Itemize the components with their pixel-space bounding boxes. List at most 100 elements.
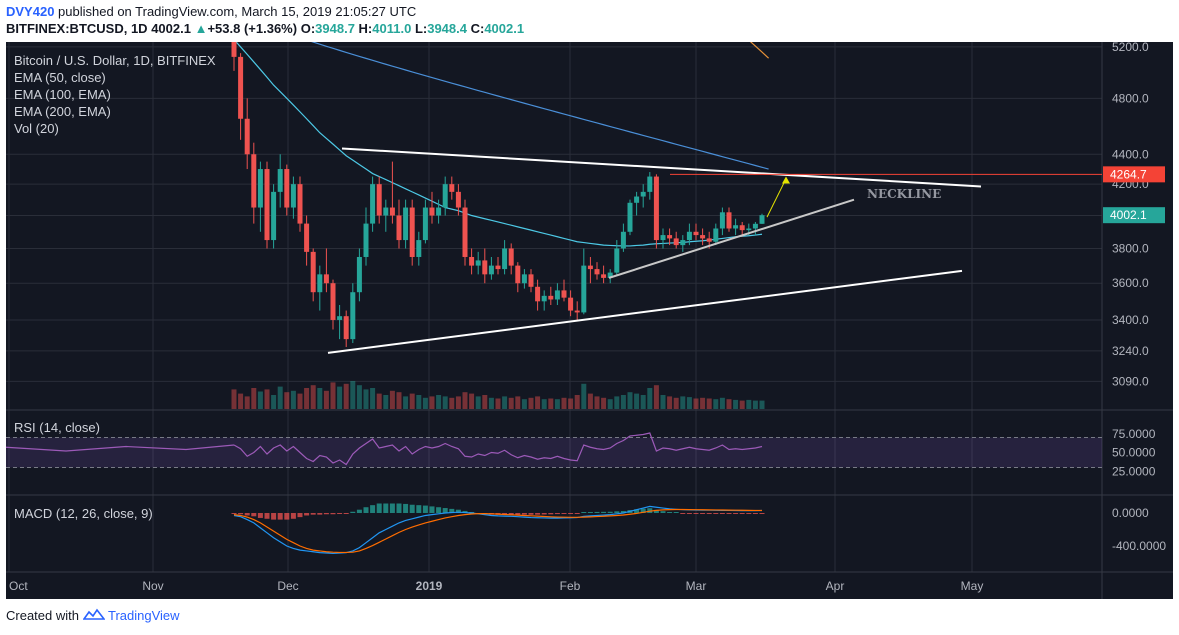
macd-histogram-bar <box>409 504 415 513</box>
price-tick-label: 4400.0 <box>1112 147 1149 161</box>
legend-title[interactable]: Bitcoin / U.S. Dollar, 1D, BITFINEX <box>14 53 216 68</box>
volume-bar <box>396 392 402 409</box>
macd-histogram-bar <box>337 513 343 514</box>
volume-bar <box>667 396 673 409</box>
candle-body <box>310 251 316 293</box>
volume-bar <box>640 395 646 409</box>
volume-bar <box>429 396 435 409</box>
macd-histogram-bar <box>330 513 336 515</box>
candle-body <box>277 169 283 192</box>
legend-volume[interactable]: Vol (20) <box>14 121 59 136</box>
macd-histogram-bar <box>614 511 620 513</box>
macd-label[interactable]: MACD (12, 26, close, 9) <box>14 506 153 521</box>
ema200-line <box>749 42 770 59</box>
macd-histogram-bar <box>231 513 237 514</box>
candle-body <box>713 228 719 242</box>
volume-bar <box>614 396 620 409</box>
volume-bar <box>238 393 244 409</box>
candle-body <box>231 42 237 57</box>
chart-area[interactable]: NECKLINE 3090.0 3240.0 3400.0 3600.0 3800.0 40… <box>6 42 1173 599</box>
rsi-label[interactable]: RSI (14, close) <box>14 420 100 435</box>
price-chart[interactable]: NECKLINE 3090.0 3240.0 3400.0 3600.0 3800.0 40… <box>6 42 1173 599</box>
macd-histogram-bar <box>403 503 409 513</box>
close-label: C: <box>470 21 485 36</box>
macd-signal-line <box>233 508 762 554</box>
macd-histogram-bar <box>396 503 402 513</box>
volume-bar <box>231 389 237 409</box>
macd-histogram-bar <box>713 513 719 514</box>
chart-legend: Bitcoin / U.S. Dollar, 1D, BITFINEX EMA … <box>14 52 216 137</box>
candle-body <box>693 231 699 236</box>
macd-histogram-bar <box>310 513 316 515</box>
candle-body <box>264 169 270 241</box>
created-with-text: Created with <box>6 608 79 623</box>
volume-bar <box>422 397 428 409</box>
macd-histogram-bar <box>759 513 765 514</box>
macd-histogram-bar <box>442 508 448 513</box>
volume-bar <box>508 397 514 409</box>
volume-bar <box>317 388 323 409</box>
candle-body <box>422 207 428 241</box>
candle-body <box>323 274 329 284</box>
candle-body <box>759 215 765 224</box>
macd-histogram-bar <box>548 513 554 515</box>
candle-body <box>343 316 349 340</box>
legend-ema50[interactable]: EMA (50, close) <box>14 70 106 85</box>
macd-histogram-bar <box>257 513 263 518</box>
author-name[interactable]: DVY420 <box>6 4 55 19</box>
macd-histogram-bar <box>323 513 329 515</box>
volume-bar <box>277 386 283 409</box>
target-arrowhead <box>782 176 790 184</box>
volume-bar <box>251 388 257 409</box>
symbol-name: BITFINEX:BTCUSD, 1D <box>6 21 148 36</box>
volume-bar <box>653 385 659 409</box>
candle-body <box>568 297 574 311</box>
volume-bar <box>752 400 758 409</box>
macd-histogram-bar <box>752 513 758 514</box>
candle-body <box>673 238 679 246</box>
last-price-tag-bg <box>1103 207 1165 224</box>
volume-bar <box>700 397 706 409</box>
volume-bar <box>271 395 277 409</box>
candle-body <box>436 207 442 216</box>
macd-histogram-bar <box>746 513 752 514</box>
macd-histogram-bar <box>389 503 395 513</box>
rsi-line <box>233 432 763 466</box>
price-tick-label: 3240.0 <box>1112 344 1149 358</box>
candle-body <box>495 265 501 270</box>
volume-bar <box>673 397 679 409</box>
tradingview-link[interactable]: TradingView <box>108 608 180 623</box>
legend-ema100[interactable]: EMA (100, EMA) <box>14 87 111 102</box>
macd-histogram-bar <box>640 508 646 513</box>
candle-body <box>581 265 587 313</box>
macd-histogram-bar <box>277 513 283 520</box>
rsi-band <box>6 437 1102 468</box>
candle-body <box>462 207 468 257</box>
macd-tick-label: 0.0000 <box>1112 506 1149 520</box>
volume-bar <box>284 392 290 409</box>
legend-ema200[interactable]: EMA (200, EMA) <box>14 104 111 119</box>
macd-histogram-bar <box>561 513 567 514</box>
candle-body <box>363 223 369 257</box>
price-tick-label: 3800.0 <box>1112 241 1149 255</box>
candle-body <box>508 248 514 266</box>
candle-body <box>627 202 633 232</box>
candle-body <box>271 191 277 241</box>
volume-bar <box>647 388 653 409</box>
candle-body <box>337 316 343 320</box>
macd-histogram-bar <box>521 513 527 515</box>
neckline-trendline <box>608 198 855 279</box>
macd-histogram-bar <box>449 508 455 513</box>
candle-body <box>376 184 382 216</box>
last-price: 4002.1 <box>151 21 191 36</box>
candle-body <box>587 265 593 270</box>
macd-histogram-bar <box>620 511 626 513</box>
candle-body <box>257 169 263 208</box>
candle-body <box>475 260 481 266</box>
volume-bar <box>620 395 626 409</box>
volume-bar <box>502 396 508 409</box>
macd-histogram-bar <box>667 512 673 513</box>
time-tick-label: Dec <box>277 579 298 593</box>
macd-histogram-bar <box>594 511 600 513</box>
macd-histogram-bar <box>706 513 712 514</box>
